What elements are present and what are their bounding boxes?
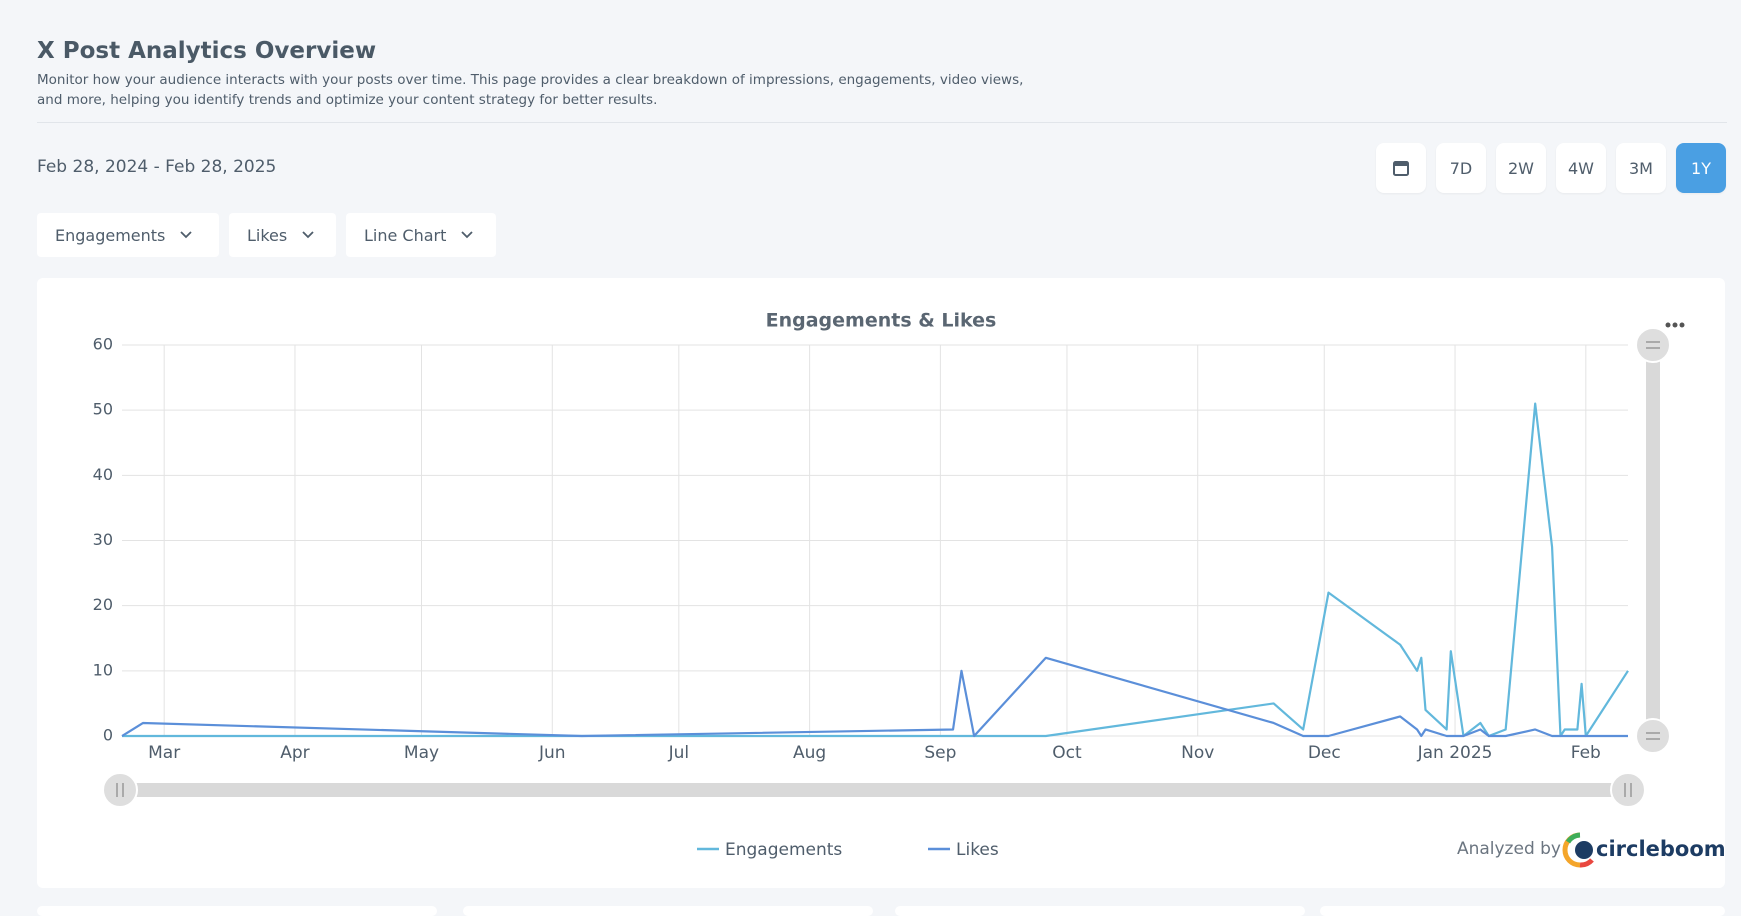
y-tick-label: 20 <box>93 595 113 614</box>
scroll-handle[interactable] <box>1635 327 1671 363</box>
legend-label: Likes <box>956 840 999 860</box>
card-stub <box>463 906 873 916</box>
y-tick-label: 30 <box>93 530 113 549</box>
x-tick-label: Jun <box>538 743 566 763</box>
brand-logo <box>1562 832 1594 868</box>
scroll-handle[interactable] <box>1610 772 1646 808</box>
y-tick-label: 10 <box>93 660 113 679</box>
series-line <box>121 656 1628 738</box>
handle-grip <box>1624 783 1632 797</box>
y-tick-label: 0 <box>103 726 113 745</box>
y-tick-label: 50 <box>93 400 113 419</box>
range-button[interactable]: 4W <box>1556 143 1606 193</box>
card-stub <box>895 906 1305 916</box>
handle-grip <box>116 783 124 797</box>
range-button[interactable]: 7D <box>1436 143 1486 193</box>
divider <box>37 122 1727 123</box>
range-button[interactable]: 3M <box>1616 143 1666 193</box>
page-title: X Post Analytics Overview <box>37 38 377 64</box>
dropdown-label: Engagements <box>55 225 166 245</box>
x-tick-label: Nov <box>1181 743 1214 763</box>
date-range: Feb 28, 2024 - Feb 28, 2025 <box>37 157 277 177</box>
x-tick-label: Apr <box>280 743 309 763</box>
dropdown[interactable]: Likes <box>229 213 336 257</box>
y-tick-label: 40 <box>93 465 113 484</box>
x-tick-label: Jan 2025 <box>1417 743 1493 763</box>
handle-grip <box>1646 341 1660 349</box>
card-stub <box>37 906 437 916</box>
legend-label: Engagements <box>725 840 842 860</box>
x-tick-label: Jul <box>668 743 690 763</box>
x-tick-label: Oct <box>1052 743 1082 763</box>
menu-icon[interactable] <box>1665 322 1685 328</box>
card-stub <box>1320 906 1725 916</box>
y-scrollbar[interactable] <box>1646 345 1660 736</box>
dropdown[interactable]: Line Chart <box>346 213 496 257</box>
x-scrollbar[interactable] <box>120 783 1630 797</box>
x-tick-label: Aug <box>793 743 826 763</box>
calendar-icon <box>1393 161 1409 176</box>
dropdown-label: Line Chart <box>364 225 447 245</box>
chart-title: Engagements & Likes <box>766 310 997 332</box>
x-tick-label: Feb <box>1571 743 1601 763</box>
x-tick-label: Dec <box>1308 743 1341 763</box>
dropdown-label: Likes <box>247 225 288 245</box>
y-tick-label: 60 <box>93 335 113 354</box>
series-line <box>122 402 1629 738</box>
range-button[interactable]: 1Y <box>1676 143 1726 193</box>
plot-area: 0 10 20 30 40 50 60 Mar Apr May Jun Jul Aug Sep Oct Nov… <box>93 335 1629 763</box>
analyzed-by: Analyzed by <box>1457 839 1561 859</box>
range-button[interactable]: 2W <box>1496 143 1546 193</box>
chevron <box>302 231 314 239</box>
scroll-handle[interactable] <box>1635 718 1671 754</box>
x-tick-label: Sep <box>924 743 956 763</box>
handle-grip <box>1646 732 1660 740</box>
dropdown[interactable]: Engagements <box>37 213 219 257</box>
page-description: Monitor how your audience interacts with… <box>37 72 1024 108</box>
chevron <box>180 231 193 239</box>
calendar-button[interactable] <box>1376 143 1426 193</box>
x-tick-label: Mar <box>148 743 180 763</box>
scroll-handle[interactable] <box>102 772 138 808</box>
chevron <box>461 231 474 239</box>
x-tick-label: May <box>404 743 439 763</box>
brand-name: circleboom <box>1596 837 1726 861</box>
